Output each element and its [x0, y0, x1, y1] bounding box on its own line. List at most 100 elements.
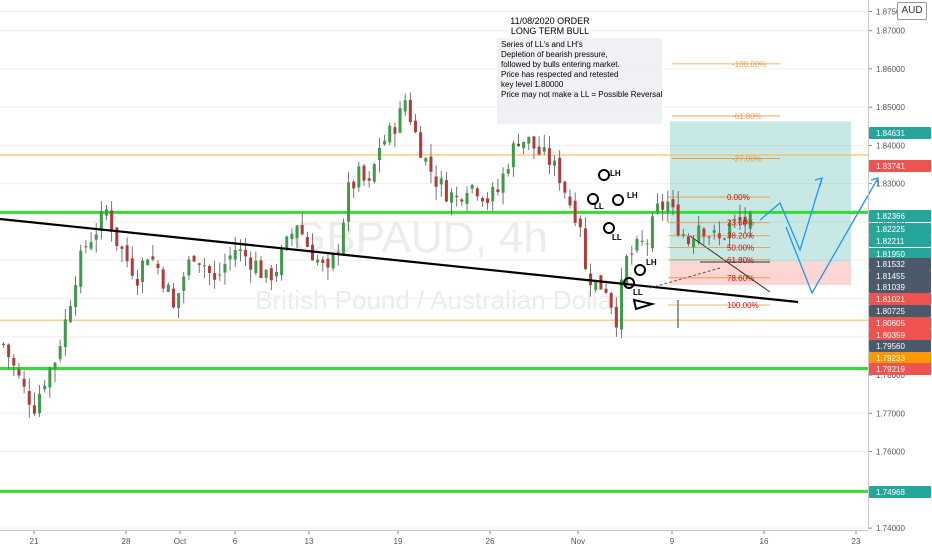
candle-body: [197, 263, 201, 265]
price-tick-label: 1.76000: [876, 448, 905, 457]
price-axis[interactable]: [868, 0, 932, 530]
fib-label: 100.00%: [727, 301, 759, 310]
candle: [728, 220, 732, 248]
currency-badge[interactable]: AUD: [897, 2, 927, 20]
candle-body: [645, 243, 649, 245]
candle: [455, 186, 459, 207]
price-tick-label: 1.86000: [876, 65, 905, 74]
fib-label: -27.00%: [732, 154, 762, 163]
candle: [496, 178, 500, 196]
fib-label: 0.00%: [727, 193, 750, 202]
price-badge-label: 1.81039: [876, 283, 905, 292]
candle: [424, 157, 428, 166]
price-badge-label: 1.79233: [876, 354, 905, 363]
candle-body: [537, 146, 541, 155]
projection-arrowhead: [814, 177, 823, 187]
candle-body: [58, 346, 62, 360]
candle: [377, 137, 381, 173]
candle: [269, 265, 273, 291]
candle-body: [408, 100, 412, 123]
candle-body: [609, 293, 613, 308]
stop-zone: [670, 262, 851, 286]
candle: [707, 235, 711, 246]
candle-body: [12, 357, 16, 366]
candle: [192, 254, 196, 263]
candle: [290, 228, 294, 246]
candle: [352, 179, 356, 198]
candle-body: [383, 140, 387, 145]
candle: [522, 141, 526, 155]
candle-body: [414, 120, 417, 133]
fib-label: -61.80%: [732, 112, 762, 121]
candle-body: [393, 127, 397, 134]
candle-body: [656, 203, 660, 212]
candle: [403, 93, 407, 116]
price-badge-bg: [869, 352, 931, 364]
candle-body: [553, 160, 557, 166]
candle-body: [511, 143, 515, 168]
swing-circle: [634, 264, 646, 276]
candle-body: [135, 279, 139, 286]
projection: [759, 177, 879, 295]
candle-body: [187, 259, 191, 276]
candle-body: [357, 166, 361, 188]
candle: [712, 224, 716, 240]
levels: [0, 154, 868, 493]
candle-body: [68, 306, 72, 322]
candle-body: [244, 249, 248, 257]
candle-body: [269, 268, 273, 281]
candle: [197, 262, 201, 273]
swing-circle: [603, 222, 615, 234]
candle: [166, 282, 170, 293]
candle: [743, 207, 747, 234]
price-tick-label: 1.84000: [876, 141, 905, 150]
swing-label: LL: [612, 233, 622, 242]
candle: [429, 143, 433, 184]
time-tick-label: 13: [305, 537, 314, 546]
candle: [347, 171, 351, 232]
candle: [130, 246, 134, 280]
candle: [450, 188, 454, 216]
candle: [367, 171, 371, 188]
price-badge-label: 1.74968: [876, 488, 905, 497]
candle: [614, 297, 618, 337]
candle: [666, 190, 670, 222]
candle-body: [403, 100, 407, 112]
time-axis[interactable]: [0, 530, 868, 550]
price-badge-bg: [869, 305, 931, 317]
candle-body: [697, 225, 701, 243]
candle: [249, 251, 253, 283]
note-line: Price has respected and retested: [501, 70, 619, 79]
fib-label: 50.00%: [727, 244, 754, 253]
candle: [738, 204, 742, 231]
candle-body: [316, 259, 320, 263]
candle: [48, 366, 52, 398]
candle: [419, 126, 423, 158]
candle-body: [738, 216, 742, 221]
projection-path: [759, 177, 823, 252]
candle: [89, 232, 93, 251]
candle: [233, 236, 237, 267]
price-badges: 1.84631 1.83741 1.82366 1.82225 1.82211 1.819…: [869, 127, 931, 498]
time-tick-label: 16: [760, 537, 769, 546]
price-badge-label: 1.83741: [876, 162, 905, 171]
analysis-note[interactable]: Series of LL's and LH's Depletion of bea…: [497, 38, 662, 124]
price-badge-bg: [869, 281, 931, 293]
price-badge-bg: [869, 127, 931, 139]
candle-body: [290, 233, 294, 239]
projection-arrowhead: [870, 177, 879, 186]
candle: [182, 272, 186, 304]
candle-body: [17, 369, 21, 376]
candle: [177, 293, 181, 319]
candle-body: [496, 189, 500, 193]
candle: [583, 217, 587, 271]
price-badge-bg: [869, 210, 931, 222]
candle: [187, 255, 191, 281]
candle: [723, 237, 726, 241]
candle: [264, 269, 268, 284]
candle-body: [53, 362, 57, 370]
price-badge-label: 1.80725: [876, 307, 905, 316]
price-badge-label: 1.82366: [876, 212, 905, 221]
